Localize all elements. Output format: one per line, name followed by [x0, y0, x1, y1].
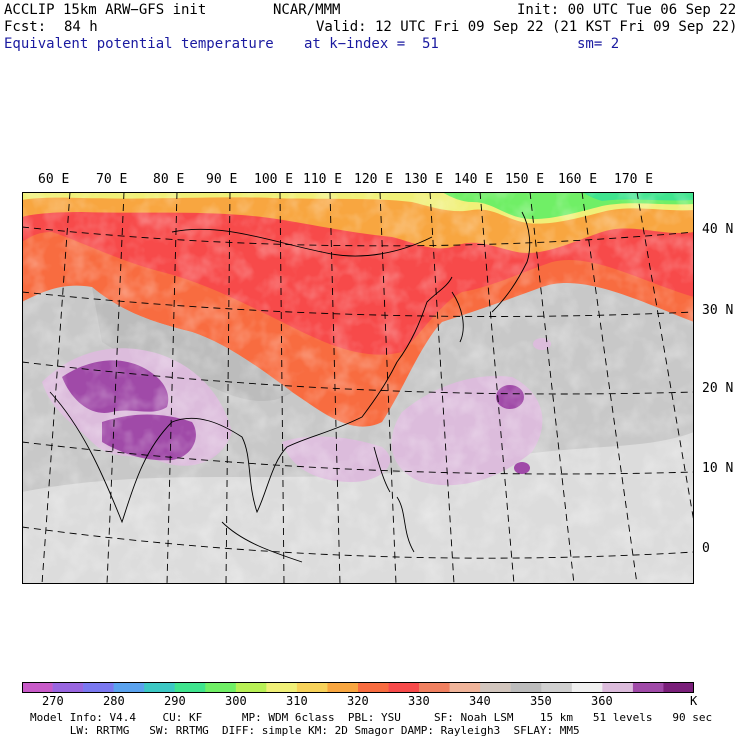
parallel-20n: [22, 361, 694, 395]
meridian: [636, 192, 694, 523]
colorbar-cell: [235, 682, 267, 693]
model-title: ACCLIP 15km ARW−GFS init: [4, 2, 207, 18]
init-time: Init: 00 UTC Tue 06 Sep 22: [517, 2, 737, 18]
colorbar: [22, 682, 694, 693]
lat-label: 30 N: [702, 303, 734, 318]
meridian: [581, 192, 638, 584]
meridian: [379, 192, 397, 584]
japan: [491, 211, 531, 313]
indonesia: [221, 521, 303, 563]
lon-label: 80 E: [153, 172, 185, 187]
colorbar-cell: [205, 682, 237, 693]
border: [171, 228, 433, 257]
meridian: [529, 192, 575, 584]
colorbar-cell: [602, 682, 634, 693]
lon-label: 120 E: [354, 172, 394, 187]
colorbar-tick: 320: [347, 694, 369, 708]
center-label: NCAR/MMM: [273, 2, 341, 18]
colorbar-cell: [388, 682, 420, 693]
colorbar-cell: [144, 682, 176, 693]
texture-overlay: [22, 192, 694, 584]
colorbar-cell: [52, 682, 84, 693]
model-info-line1: Model Info: V4.4 CU: KF MP: WDM 6class P…: [30, 711, 713, 724]
colorbar-cell: [419, 682, 450, 693]
colorbar-tick: 280: [103, 694, 125, 708]
smoothing-info: sm= 2: [577, 36, 620, 52]
lon-label: 170 E: [614, 172, 654, 187]
colorbar-cell: [83, 682, 114, 693]
forecast-label: Fcst:: [4, 19, 47, 35]
lon-label: 160 E: [558, 172, 598, 187]
parallel-40n: [22, 226, 694, 247]
colorbar-cell: [266, 682, 298, 693]
meridian: [106, 192, 125, 584]
lon-label: 140 E: [454, 172, 494, 187]
colorbar-tick: 350: [530, 694, 552, 708]
coastlines: [49, 211, 531, 563]
colorbar-border: [22, 682, 694, 693]
level-info: at k−index = 51: [304, 36, 439, 52]
lat-label: 20 N: [702, 381, 734, 396]
colorbar-cell: [358, 682, 389, 693]
lon-label: 150 E: [505, 172, 545, 187]
colorbar-cell: [296, 682, 328, 693]
graticule: [22, 192, 694, 584]
colorbar-tick: 360: [591, 694, 613, 708]
colorbar-tick: 330: [408, 694, 430, 708]
parallel-10n: [22, 441, 694, 475]
field-name: Equivalent potential temperature: [4, 36, 274, 52]
lon-label: 70 E: [96, 172, 128, 187]
colorbar-tick: 270: [42, 694, 64, 708]
meridian: [479, 192, 515, 584]
colorbar-tick: 340: [469, 694, 491, 708]
meridian: [279, 192, 285, 584]
colorbar-cell: [663, 682, 694, 693]
meridian: [225, 192, 231, 584]
colorbar-cell: [510, 682, 542, 693]
meridian: [329, 192, 341, 584]
colorbar-cell: [174, 682, 206, 693]
colorbar-cell: [541, 682, 573, 693]
parallel-equator: [22, 526, 694, 559]
lat-label: 10 N: [702, 461, 734, 476]
colorbar-tick: 300: [225, 694, 247, 708]
meridian: [429, 192, 455, 584]
lon-label: 100 E: [254, 172, 294, 187]
lon-label: 110 E: [303, 172, 343, 187]
lon-label: 90 E: [206, 172, 238, 187]
colorbar-unit: K: [690, 694, 698, 708]
colorbar-tick: 290: [164, 694, 186, 708]
lon-label: 130 E: [404, 172, 444, 187]
map-border: [22, 192, 694, 584]
colorbar-tick: 310: [286, 694, 308, 708]
meridian: [41, 192, 71, 584]
colorbar-cell: [327, 682, 359, 693]
lon-label: 60 E: [38, 172, 70, 187]
colorbar-cell: [113, 682, 145, 693]
valid-time: Valid: 12 UTC Fri 09 Sep 22 (21 KST Fri …: [316, 19, 738, 35]
colorbar-cell: [22, 682, 53, 693]
korea: [451, 291, 464, 343]
theta-e-map: [22, 192, 694, 584]
colorbar-cell: [571, 682, 603, 693]
taiwan-philippines: [373, 446, 391, 493]
forecast-hour: 84 h: [64, 19, 98, 35]
colorbar-cell: [449, 682, 481, 693]
philippines: [396, 496, 415, 553]
colorbar-cell: [632, 682, 664, 693]
lat-label: 0: [702, 541, 710, 556]
lat-label: 40 N: [702, 222, 734, 237]
meridian: [166, 192, 178, 584]
model-info-line2: LW: RRTMG SW: RRTMG DIFF: simple KM: 2D …: [30, 724, 580, 737]
colorbar-cell: [480, 682, 512, 693]
